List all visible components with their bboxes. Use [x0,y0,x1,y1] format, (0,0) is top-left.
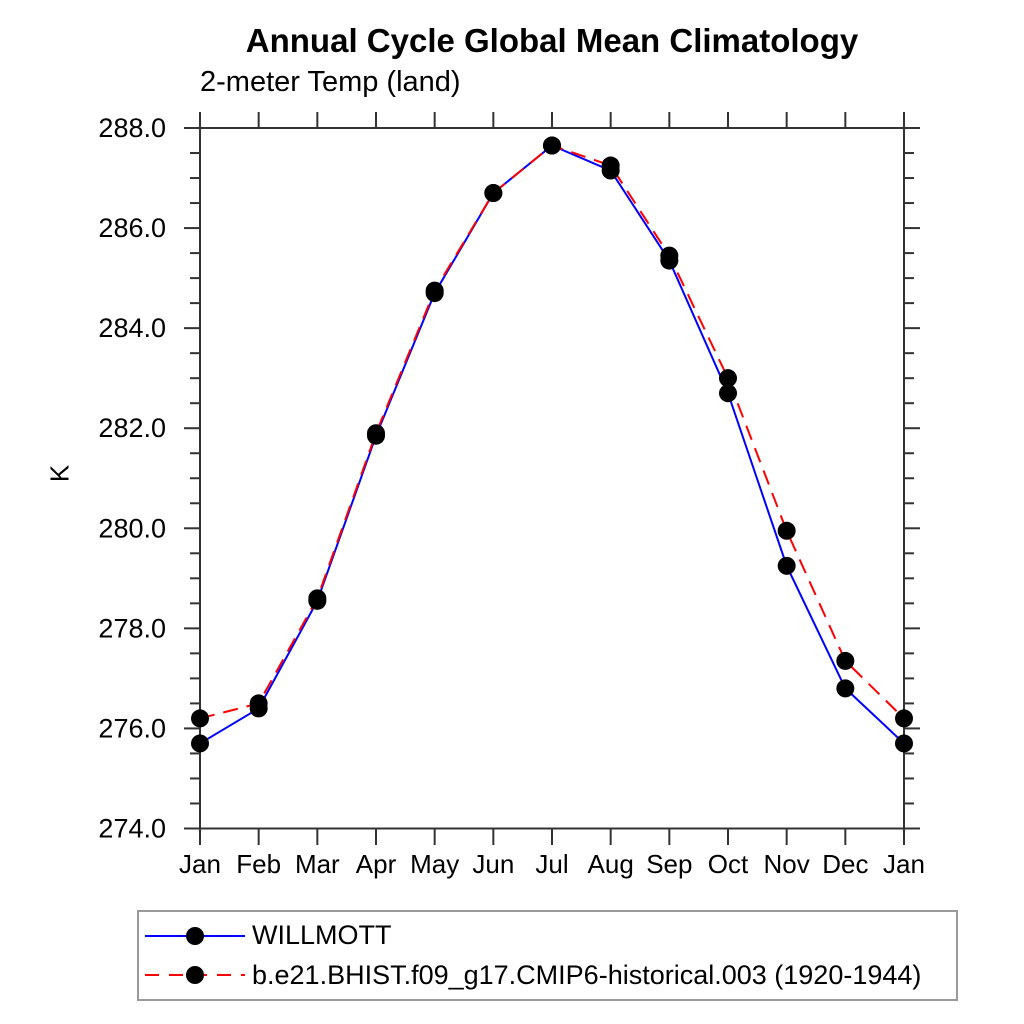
data-point-marker [601,156,620,175]
x-tick-label: Aug [588,849,634,879]
x-tick-label: Apr [356,849,397,879]
legend-item-willmott: WILLMOTT [145,916,956,956]
data-point-marker [895,734,913,753]
x-tick-label: Jun [472,849,514,879]
y-tick-label: 280.0 [98,513,166,543]
data-point-marker [836,679,855,698]
legend-item-model: b.e21.BHIST.f09_g17.CMIP6-historical.003… [145,956,956,996]
chart-subtitle: 2-meter Temp (land) [200,66,461,98]
chart-title: Annual Cycle Global Mean Climatology [245,22,859,59]
data-point-marker [191,734,209,753]
data-point-marker [719,369,737,388]
marker-dot-icon [186,926,204,945]
x-tick-label: Jan [179,849,221,879]
legend-label: b.e21.BHIST.f09_g17.CMIP6-historical.003… [252,959,922,990]
data-point-marker [836,651,855,670]
data-point-marker [777,521,796,540]
model-line-sample-icon [145,966,245,985]
x-tick-label: Dec [822,849,868,879]
y-tick-label: 286.0 [98,213,166,243]
y-tick-label: 274.0 [98,814,166,844]
x-tick-label: Jul [535,849,568,879]
willmott-line-sample-icon [145,926,245,945]
data-point-marker [308,589,327,608]
x-tick-label: Oct [708,849,749,879]
y-tick-label: 284.0 [98,313,166,343]
x-tick-label: Feb [236,849,281,879]
data-point-marker [719,384,737,403]
y-tick-label: 282.0 [98,413,166,443]
data-point-marker [191,709,209,728]
data-point-marker [249,694,268,713]
data-point-marker [425,281,444,300]
series-line-model [199,144,905,720]
legend: WILLMOTT b.e21.BHIST.f09_g17.CMIP6-histo… [137,910,958,1001]
data-point-marker [543,136,561,155]
x-tick-label: Nov [764,849,810,879]
y-tick-label: 288.0 [98,113,166,143]
data-point-marker [660,246,679,265]
data-point-marker [484,184,503,203]
marker-dot-icon [186,966,204,985]
y-tick-label: 276.0 [98,713,166,743]
x-tick-label: Sep [646,849,692,879]
data-point-marker [777,556,796,575]
plot-frame [199,127,905,830]
x-tick-label: May [410,849,459,879]
x-tick-label: Jan [883,849,925,879]
x-tick-label: Mar [295,849,340,879]
legend-label: WILLMOTT [252,920,392,951]
data-point-marker [367,424,385,443]
data-point-marker [895,709,913,728]
series-line-willmott [199,144,905,745]
y-tick-label: 278.0 [98,613,166,643]
